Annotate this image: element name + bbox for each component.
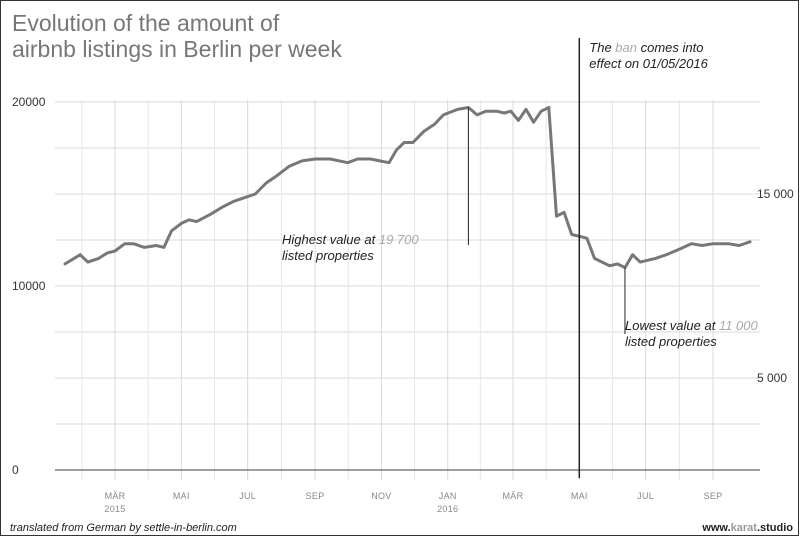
x-tick-label: NOV bbox=[371, 491, 391, 501]
ban-annotation-line-1: The ban comes into bbox=[589, 40, 703, 55]
x-tick-sublabel: 2015 bbox=[104, 504, 125, 514]
grid-lines bbox=[55, 100, 760, 480]
x-tick-label: SEP bbox=[306, 491, 325, 501]
series-layer bbox=[63, 106, 752, 270]
lowest-annotation-line-1: Lowest value at 11 000 bbox=[625, 318, 759, 333]
x-tick-label: JUL bbox=[239, 491, 256, 501]
tick-labels: 20000 10000 0 15 000 5 000 MÄR 2015 MAI JUL SEP NO… bbox=[12, 95, 794, 514]
brand-text: www.karat.studio bbox=[702, 522, 793, 534]
chart-title-line-1: Evolution of the amount of bbox=[12, 10, 280, 36]
ban-annotation-line-2: effect on 01/05/2016 bbox=[589, 56, 708, 71]
chart-title: Evolution of the amount of airbnb listin… bbox=[12, 10, 432, 62]
y-tick-label-left: 10000 bbox=[12, 279, 46, 293]
chart-title-line-2: airbnb listings in Berlin per week bbox=[12, 36, 342, 62]
brand-mid: karat bbox=[730, 522, 757, 534]
y-tick-label-right: 5 000 bbox=[757, 371, 787, 385]
y-tick-label-left: 0 bbox=[12, 463, 19, 477]
highest-annotation-line-1: Highest value at 19 700 bbox=[282, 232, 419, 247]
x-tick-label: MAI bbox=[173, 491, 190, 501]
x-tick-label: JUL bbox=[637, 491, 654, 501]
credit-text: translated from German by settle-in-berl… bbox=[10, 522, 237, 534]
x-tick-label: MÄR bbox=[503, 491, 524, 501]
brand-prefix: www. bbox=[702, 522, 731, 534]
lowest-annotation-line-2: listed properties bbox=[625, 334, 717, 349]
y-tick-label-left: 20000 bbox=[12, 95, 46, 109]
x-tick-label: SEP bbox=[704, 491, 723, 501]
highest-annotation-line-2: listed properties bbox=[282, 248, 374, 263]
x-tick-sublabel: 2016 bbox=[437, 504, 458, 514]
y-tick-label-right: 15 000 bbox=[757, 187, 794, 201]
x-tick-label: JAN bbox=[439, 491, 457, 501]
x-tick-label: MÄR bbox=[105, 491, 126, 501]
brand-suffix: .studio bbox=[756, 522, 793, 534]
series-line bbox=[63, 106, 752, 270]
x-tick-label: MAI bbox=[571, 491, 588, 501]
